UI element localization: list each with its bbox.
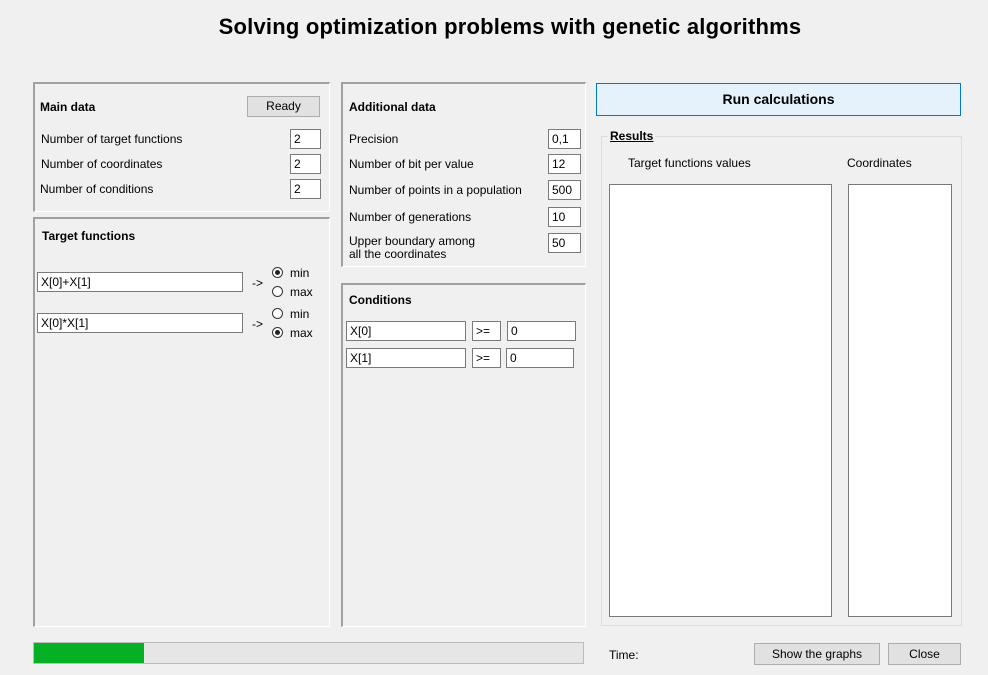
- time-label: Time:: [609, 648, 639, 662]
- bits-per-value-input[interactable]: 12: [548, 154, 581, 174]
- coordinates-count-label: Number of coordinates: [41, 157, 163, 171]
- target-function-2-min-label[interactable]: min: [290, 307, 310, 321]
- main-data-panel: [33, 82, 330, 212]
- condition-2-operator-input[interactable]: >=: [472, 348, 501, 368]
- ready-button[interactable]: Ready: [247, 96, 320, 117]
- target-function-1-max-radio[interactable]: [272, 286, 283, 297]
- additional-data-header: Additional data: [349, 100, 436, 114]
- condition-2-right-input[interactable]: 0: [506, 348, 574, 368]
- conditions-count-input[interactable]: 2: [290, 179, 321, 199]
- precision-input[interactable]: 0,1: [548, 129, 581, 149]
- bits-per-value-label: Number of bit per value: [349, 157, 474, 171]
- target-function-1-min-label[interactable]: min: [290, 266, 310, 280]
- generations-label: Number of generations: [349, 210, 472, 224]
- upper-boundary-input[interactable]: 50: [548, 233, 581, 253]
- target-functions-panel: [33, 217, 330, 627]
- coordinates-count-input[interactable]: 2: [290, 154, 321, 174]
- upper-boundary-label-line1: Upper boundary among: [349, 234, 476, 248]
- run-calculations-button[interactable]: Run calculations: [596, 83, 961, 116]
- progress-bar-fill: [34, 643, 144, 663]
- condition-1-right-input[interactable]: 0: [507, 321, 576, 341]
- target-function-1-max-label[interactable]: max: [290, 285, 313, 299]
- progress-bar: [33, 642, 584, 664]
- target-function-2-max-label[interactable]: max: [290, 326, 313, 340]
- close-button[interactable]: Close: [888, 643, 961, 665]
- precision-label: Precision: [349, 132, 399, 146]
- target-function-1-arrow: ->: [252, 276, 264, 290]
- results-group: [601, 136, 962, 626]
- generations-input[interactable]: 10: [548, 207, 581, 227]
- target-function-1-min-radio[interactable]: [272, 267, 283, 278]
- show-graphs-button[interactable]: Show the graphs: [754, 643, 880, 665]
- condition-2-left-input[interactable]: X[1]: [346, 348, 466, 368]
- conditions-count-label: Number of conditions: [40, 182, 154, 196]
- condition-1-operator-input[interactable]: >=: [472, 321, 501, 341]
- main-data-header: Main data: [40, 100, 96, 114]
- results-header: Results: [608, 129, 656, 143]
- target-functions-count-input[interactable]: 2: [290, 129, 321, 149]
- target-functions-count-label: Number of target functions: [41, 132, 183, 146]
- page-title: Solving optimization problems with genet…: [218, 14, 802, 39]
- target-function-2-max-radio[interactable]: [272, 327, 283, 338]
- target-functions-header: Target functions: [42, 229, 136, 243]
- population-size-label: Number of points in a population: [349, 183, 522, 197]
- coordinates-label: Coordinates: [847, 156, 912, 170]
- target-values-label: Target functions values: [628, 156, 751, 170]
- conditions-header: Conditions: [349, 293, 412, 307]
- condition-1-left-input[interactable]: X[0]: [346, 321, 466, 341]
- upper-boundary-label-line2: all the coordinates: [349, 247, 447, 261]
- target-function-1-input[interactable]: X[0]+X[1]: [37, 272, 243, 292]
- conditions-panel: [341, 283, 586, 627]
- target-function-2-arrow: ->: [252, 317, 264, 331]
- coordinates-listbox[interactable]: [848, 184, 952, 617]
- target-values-listbox[interactable]: [609, 184, 832, 617]
- target-function-2-min-radio[interactable]: [272, 308, 283, 319]
- additional-data-panel: [341, 82, 586, 267]
- target-function-2-input[interactable]: X[0]*X[1]: [37, 313, 243, 333]
- population-size-input[interactable]: 500: [548, 180, 581, 200]
